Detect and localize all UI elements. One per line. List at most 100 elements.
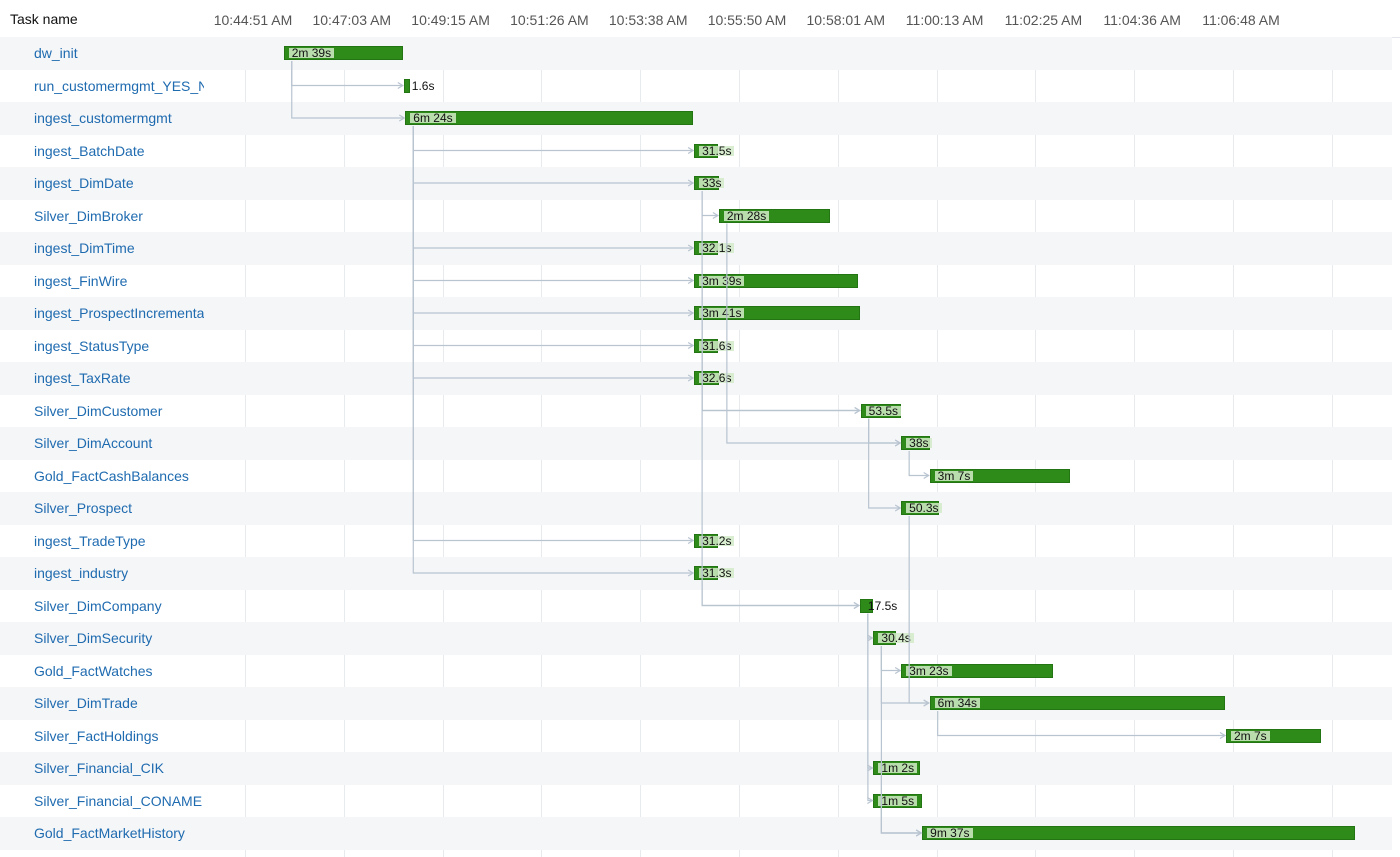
task-row: Silver_DimAccount 38s	[0, 427, 1392, 460]
task-row: Silver_FactHoldings 2m 7s	[0, 720, 1392, 753]
task-duration-label: 2m 7s	[1230, 730, 1270, 742]
task-duration-label: 2m 39s	[288, 47, 335, 59]
task-row: ingest_DimDate 33s	[0, 167, 1392, 200]
task-name-link[interactable]: run_customermgmt_YES_NO	[34, 77, 204, 94]
task-name-link[interactable]: Silver_Financial_CIK	[34, 760, 164, 776]
task-duration-label: 32.1s	[699, 242, 735, 254]
time-tick-label: 11:02:25 AM	[1004, 12, 1083, 28]
task-name-link[interactable]: ingest_DimTime	[34, 240, 135, 256]
task-name-link[interactable]: dw_init	[34, 45, 78, 61]
task-duration-label: 9m 37s	[927, 827, 973, 839]
time-tick-label: 10:53:38 AM	[608, 12, 688, 28]
task-duration-bar[interactable]: 32.1s	[694, 241, 735, 255]
task-name-link[interactable]: ingest_customermgmt	[34, 110, 172, 126]
task-row: ingest_StatusType 31.6s	[0, 330, 1392, 363]
task-name-link[interactable]: ingest_DimDate	[34, 175, 134, 191]
task-duration-bar[interactable]: 53.5s	[860, 403, 901, 418]
task-duration-bar[interactable]: 6m 24s	[405, 111, 694, 125]
task-duration-bar[interactable]: 6m 34s	[929, 696, 1226, 710]
time-tick-label: 10:55:50 AM	[707, 12, 787, 28]
task-duration-label: 30.4s	[878, 632, 914, 644]
task-duration-label: 53.5s	[865, 405, 901, 417]
task-name-link[interactable]: Silver_DimBroker	[34, 207, 143, 224]
task-name-link[interactable]: Silver_DimCompany	[34, 597, 162, 614]
task-duration-bar[interactable]: 2m 7s	[1225, 728, 1322, 743]
task-duration-bar[interactable]: 38s	[901, 436, 932, 450]
time-tick-label: 10:44:51 AM	[213, 12, 293, 28]
task-duration-bar[interactable]: 3m 41s	[694, 306, 860, 320]
task-duration-label: 50.3s	[906, 502, 942, 514]
task-name-link[interactable]: ingest_industry	[34, 565, 129, 581]
task-name-link[interactable]: Silver_FactHoldings	[34, 727, 159, 744]
task-row: Gold_FactCashBalances 3m 7s	[0, 460, 1392, 493]
task-name-link[interactable]: Gold_FactWatches	[34, 662, 153, 679]
task-name-link[interactable]: Silver_Prospect	[34, 500, 133, 516]
task-duration-label: 31.5s	[699, 145, 735, 157]
task-row: ingest_industry 31.3s	[0, 557, 1392, 590]
task-duration-bar[interactable]: 1.6s	[403, 78, 434, 93]
task-duration-label: 1m 2s	[878, 762, 918, 774]
time-tick-label: 10:51:26 AM	[510, 12, 589, 28]
task-row: Silver_Prospect 50.3s	[0, 492, 1392, 525]
task-duration-bar[interactable]: 17.5s	[859, 598, 897, 613]
time-tick-label: 11:00:13 AM	[905, 12, 984, 28]
task-duration-label: 32.6s	[699, 372, 735, 384]
task-row: Gold_FactMarketHistory 9m 37s	[0, 817, 1392, 850]
task-duration-bar[interactable]: 1m 2s	[873, 761, 920, 775]
task-name-link[interactable]: ingest_BatchDate	[34, 142, 145, 159]
task-duration-label: 17.5s	[867, 598, 898, 613]
task-name-link[interactable]: Silver_DimAccount	[34, 435, 153, 451]
task-duration-bar[interactable]: 2m 28s	[718, 208, 830, 223]
task-duration-label: 38s	[906, 437, 932, 449]
task-duration-label: 3m 7s	[934, 470, 974, 482]
task-name-link[interactable]: Silver_DimCustomer	[34, 402, 163, 419]
task-row: Silver_DimCustomer 53.5s	[0, 395, 1392, 428]
task-duration-bar[interactable]: 30.4s	[873, 631, 914, 645]
task-duration-bar[interactable]: 3m 7s	[929, 468, 1070, 483]
task-row: run_customermgmt_YES_NO 1.6s	[0, 70, 1392, 103]
task-duration-bar[interactable]: 31.6s	[694, 338, 735, 353]
task-duration-bar[interactable]: 2m 39s	[283, 46, 404, 60]
task-duration-bar[interactable]: 3m 23s	[901, 663, 1054, 678]
task-name-link[interactable]: Silver_DimSecurity	[34, 630, 153, 646]
task-name-link[interactable]: ingest_ProspectIncremental	[34, 305, 204, 321]
task-name-link[interactable]: ingest_FinWire	[34, 272, 128, 289]
task-name-link[interactable]: Silver_DimTrade	[34, 695, 138, 711]
task-duration-bar[interactable]: 31.5s	[694, 143, 735, 158]
task-row: Gold_FactWatches 3m 23s	[0, 655, 1392, 688]
task-name-link[interactable]: ingest_TradeType	[34, 532, 146, 549]
task-duration-label: 3m 23s	[906, 665, 952, 677]
task-duration-label: 31.3s	[699, 567, 735, 579]
task-row: ingest_DimTime 32.1s	[0, 232, 1392, 265]
task-row: Silver_DimCompany 17.5s	[0, 590, 1392, 623]
task-duration-bar[interactable]: 9m 37s	[922, 826, 1356, 840]
task-duration-label: 3m 41s	[699, 307, 745, 319]
task-duration-label: 6m 24s	[410, 112, 456, 124]
task-duration-bar[interactable]: 1m 5s	[873, 793, 923, 808]
task-row: Silver_DimSecurity 30.4s	[0, 622, 1392, 655]
task-duration-bar[interactable]: 50.3s	[901, 501, 942, 515]
time-tick-label: 11:04:36 AM	[1103, 12, 1181, 28]
task-duration-label: 2m 28s	[723, 210, 770, 222]
task-row: ingest_BatchDate 31.5s	[0, 135, 1392, 168]
task-name-link[interactable]: ingest_StatusType	[34, 337, 150, 354]
task-name-link[interactable]: Silver_Financial_CONAME	[34, 792, 203, 809]
task-duration-bar[interactable]: 31.2s	[694, 533, 735, 548]
time-tick-label: 11:06:48 AM	[1202, 12, 1280, 28]
task-name-link[interactable]: Gold_FactCashBalances	[34, 467, 189, 484]
task-duration-bar[interactable]: 31.3s	[694, 566, 735, 580]
task-name-link[interactable]: ingest_TaxRate	[34, 370, 131, 386]
task-duration-bar[interactable]: 32.6s	[694, 371, 735, 385]
task-duration-bar[interactable]: 33s	[694, 176, 725, 190]
task-name-header: Task name	[10, 11, 78, 27]
task-duration-label: 1.6s	[411, 78, 435, 93]
task-duration-label: 6m 34s	[934, 697, 981, 709]
task-row: Silver_DimBroker 2m 28s	[0, 200, 1392, 233]
task-row: ingest_TradeType 31.2s	[0, 525, 1392, 558]
task-duration-bar[interactable]: 3m 39s	[694, 273, 859, 288]
task-row: dw_init 2m 39s	[0, 37, 1392, 70]
task-name-link[interactable]: Gold_FactMarketHistory	[34, 825, 185, 841]
task-row: Silver_Financial_CIK 1m 2s	[0, 752, 1392, 785]
task-row: Silver_DimTrade 6m 34s	[0, 687, 1392, 720]
